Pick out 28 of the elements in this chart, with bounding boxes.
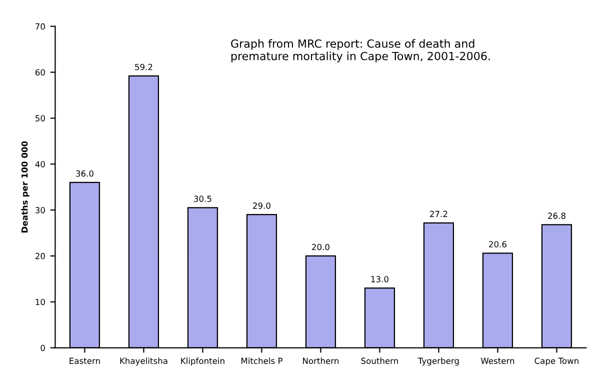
annotation: Graph from MRC report: Cause of death and premature mortality in Cape Town, 2001-2006. <box>231 39 490 62</box>
data-label: 59.2 <box>135 64 152 70</box>
x-tick-label: Western <box>480 358 514 364</box>
y-tick-label: 60 <box>35 69 45 76</box>
y-tick-label: 30 <box>36 207 45 214</box>
y-tick-label: 0 <box>40 344 45 352</box>
x-tick-label: Northern <box>303 358 338 364</box>
data-label: 29.0 <box>253 202 270 209</box>
data-label: 20.0 <box>312 244 330 250</box>
data-label: 27.2 <box>430 210 448 217</box>
data-label: 20.6 <box>489 241 506 248</box>
data-label: 30.5 <box>194 196 212 202</box>
x-tick-label: Khayelitsha <box>120 358 168 366</box>
y-tick-label: 40 <box>35 161 45 168</box>
x-tick-label: Tygerberg <box>418 358 459 366</box>
y-tick-label: 50 <box>36 115 45 122</box>
y-axis-title: Deaths per 100 000 <box>21 141 30 232</box>
y-tick-label: 10 <box>36 298 45 306</box>
data-label: 13.0 <box>371 276 388 282</box>
x-tick-label: Eastern <box>70 358 100 364</box>
x-tick-label: Southern <box>361 358 398 364</box>
y-tick-label: 20 <box>35 252 45 260</box>
data-label: 26.8 <box>548 212 566 219</box>
x-tick-label: Mitchels P <box>241 358 282 364</box>
y-tick-label: 70 <box>36 23 45 30</box>
x-tick-label: Cape Town <box>534 358 578 366</box>
x-tick-label: Klipfontein <box>181 358 224 366</box>
data-label: 36.0 <box>76 170 94 177</box>
